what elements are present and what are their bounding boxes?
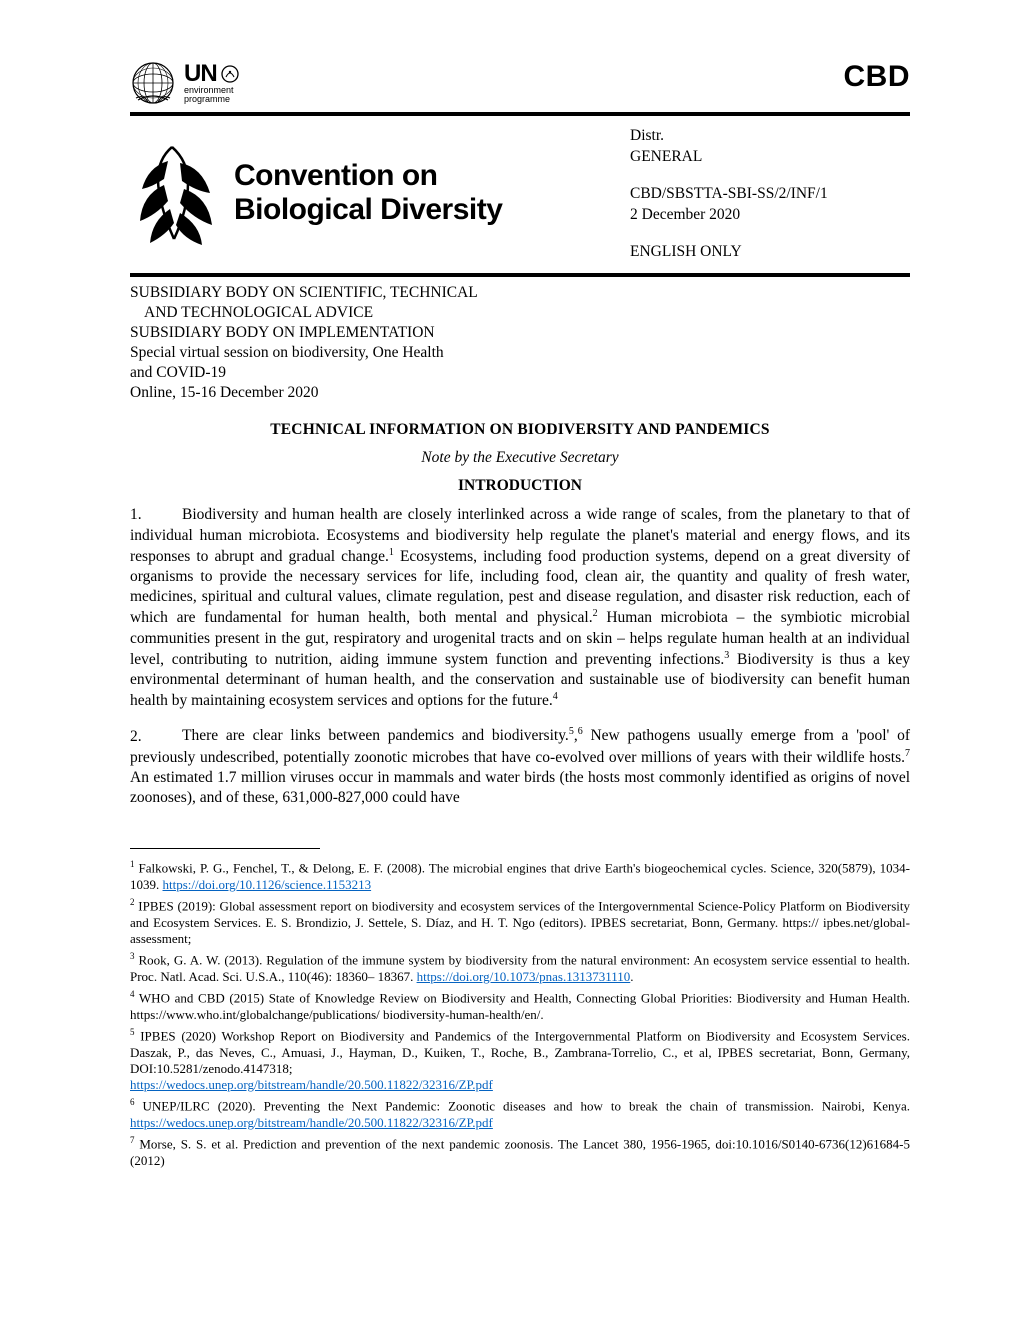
cbd-leaf-logo-icon <box>130 139 220 247</box>
un-label: UN <box>184 62 217 86</box>
fn3-text-b: . <box>630 969 633 984</box>
footnote-2: 2 IPBES (2019): Global assessment report… <box>130 897 910 947</box>
unep-top-row: UN <box>184 62 239 86</box>
subsidiary-line4: Online, 15-16 December 2020 <box>130 383 910 403</box>
docref-block: CBD/SBSTTA-SBI-SS/2/INF/1 2 December 202… <box>630 184 910 226</box>
document-page: UN environment programme CBD <box>0 0 1020 1320</box>
footnote-6: 6 UNEP/ILRC (2020). Preventing the Next … <box>130 1097 910 1131</box>
fn6-link[interactable]: https://wedocs.unep.org/bitstream/handle… <box>130 1115 493 1130</box>
p1-fn4: 4 <box>553 691 558 702</box>
un-emblem-icon <box>130 60 176 106</box>
unep-text-block: UN environment programme <box>184 62 239 104</box>
footnote-rule <box>130 848 320 849</box>
header-row: UN environment programme CBD <box>130 60 910 106</box>
fn4-text: WHO and CBD (2015) State of Knowledge Re… <box>130 990 910 1021</box>
footnote-7: 7 Morse, S. S. et al. Prediction and pre… <box>130 1135 910 1169</box>
band-left: Convention on Biological Diversity <box>130 124 630 263</box>
subsidiary-line1b: AND TECHNOLOGICAL ADVICE <box>130 303 910 323</box>
p2-seg1: There are clear links between pandemics … <box>182 728 569 745</box>
para-1-num: 1. <box>130 505 182 525</box>
convention-title: Convention on Biological Diversity <box>234 159 502 228</box>
para-2-num: 2. <box>130 727 182 747</box>
doc-date: 2 December 2020 <box>630 206 740 223</box>
footnote-4: 4 WHO and CBD (2015) State of Knowledge … <box>130 989 910 1023</box>
subsidiary-line2: SUBSIDIARY BODY ON IMPLEMENTATION <box>130 323 910 343</box>
convention-line2: Biological Diversity <box>234 193 502 226</box>
distr-block: Distr. GENERAL <box>630 126 910 168</box>
doc-symbol: CBD/SBSTTA-SBI-SS/2/INF/1 <box>630 185 828 202</box>
unep-circle-icon <box>221 65 239 83</box>
subsidiary-line3b: and COVID-19 <box>130 363 910 383</box>
language: ENGLISH ONLY <box>630 243 742 260</box>
distr-value: GENERAL <box>630 148 702 165</box>
convention-line1: Convention on <box>234 159 437 192</box>
footnote-1: 1 Falkowski, P. G., Fenchel, T., & Delon… <box>130 859 910 893</box>
fn5-text-a: IPBES (2020) Workshop Report on Biodiver… <box>130 1028 910 1076</box>
unep-logo-block: UN environment programme <box>130 60 239 106</box>
section-heading: INTRODUCTION <box>130 477 910 495</box>
fn6-text-a: UNEP/ILRC (2020). Preventing the Next Pa… <box>135 1099 911 1114</box>
subsidiary-block: SUBSIDIARY BODY ON SCIENTIFIC, TECHNICAL… <box>130 283 910 404</box>
p2-fn7: 7 <box>905 748 910 759</box>
language-block: ENGLISH ONLY <box>630 242 910 263</box>
fn2-text: IPBES (2019): Global assessment report o… <box>130 899 910 947</box>
fn1-link[interactable]: https://doi.org/10.1126/science.1153213 <box>163 877 372 892</box>
paragraph-1: 1.Biodiversity and human health are clos… <box>130 505 910 711</box>
footnote-5: 5 IPBES (2020) Workshop Report on Biodiv… <box>130 1027 910 1093</box>
paragraph-2: 2.There are clear links between pandemic… <box>130 725 910 808</box>
subsidiary-line1: SUBSIDIARY BODY ON SCIENTIFIC, TECHNICAL <box>130 283 910 303</box>
document-title: TECHNICAL INFORMATION ON BIODIVERSITY AN… <box>130 421 910 439</box>
band-bottom-rule <box>130 273 910 277</box>
fn5-link[interactable]: https://wedocs.unep.org/bitstream/handle… <box>130 1077 493 1092</box>
fn7-text: Morse, S. S. et al. Prediction and preve… <box>130 1136 910 1167</box>
distr-label: Distr. <box>630 127 664 144</box>
title-band: Convention on Biological Diversity Distr… <box>130 116 910 273</box>
note-line: Note by the Executive Secretary <box>130 449 910 467</box>
subsidiary-line3: Special virtual session on biodiversity,… <box>130 343 910 363</box>
p2-seg3: An estimated 1.7 million viruses occur i… <box>130 769 910 806</box>
band-right: Distr. GENERAL CBD/SBSTTA-SBI-SS/2/INF/1… <box>630 124 910 263</box>
fn3-link[interactable]: https://doi.org/10.1073/pnas.1313731110 <box>417 969 631 984</box>
unep-line2: programme <box>184 95 239 104</box>
footnote-3: 3 Rook, G. A. W. (2013). Regulation of t… <box>130 951 910 985</box>
cbd-acronym: CBD <box>844 60 911 94</box>
